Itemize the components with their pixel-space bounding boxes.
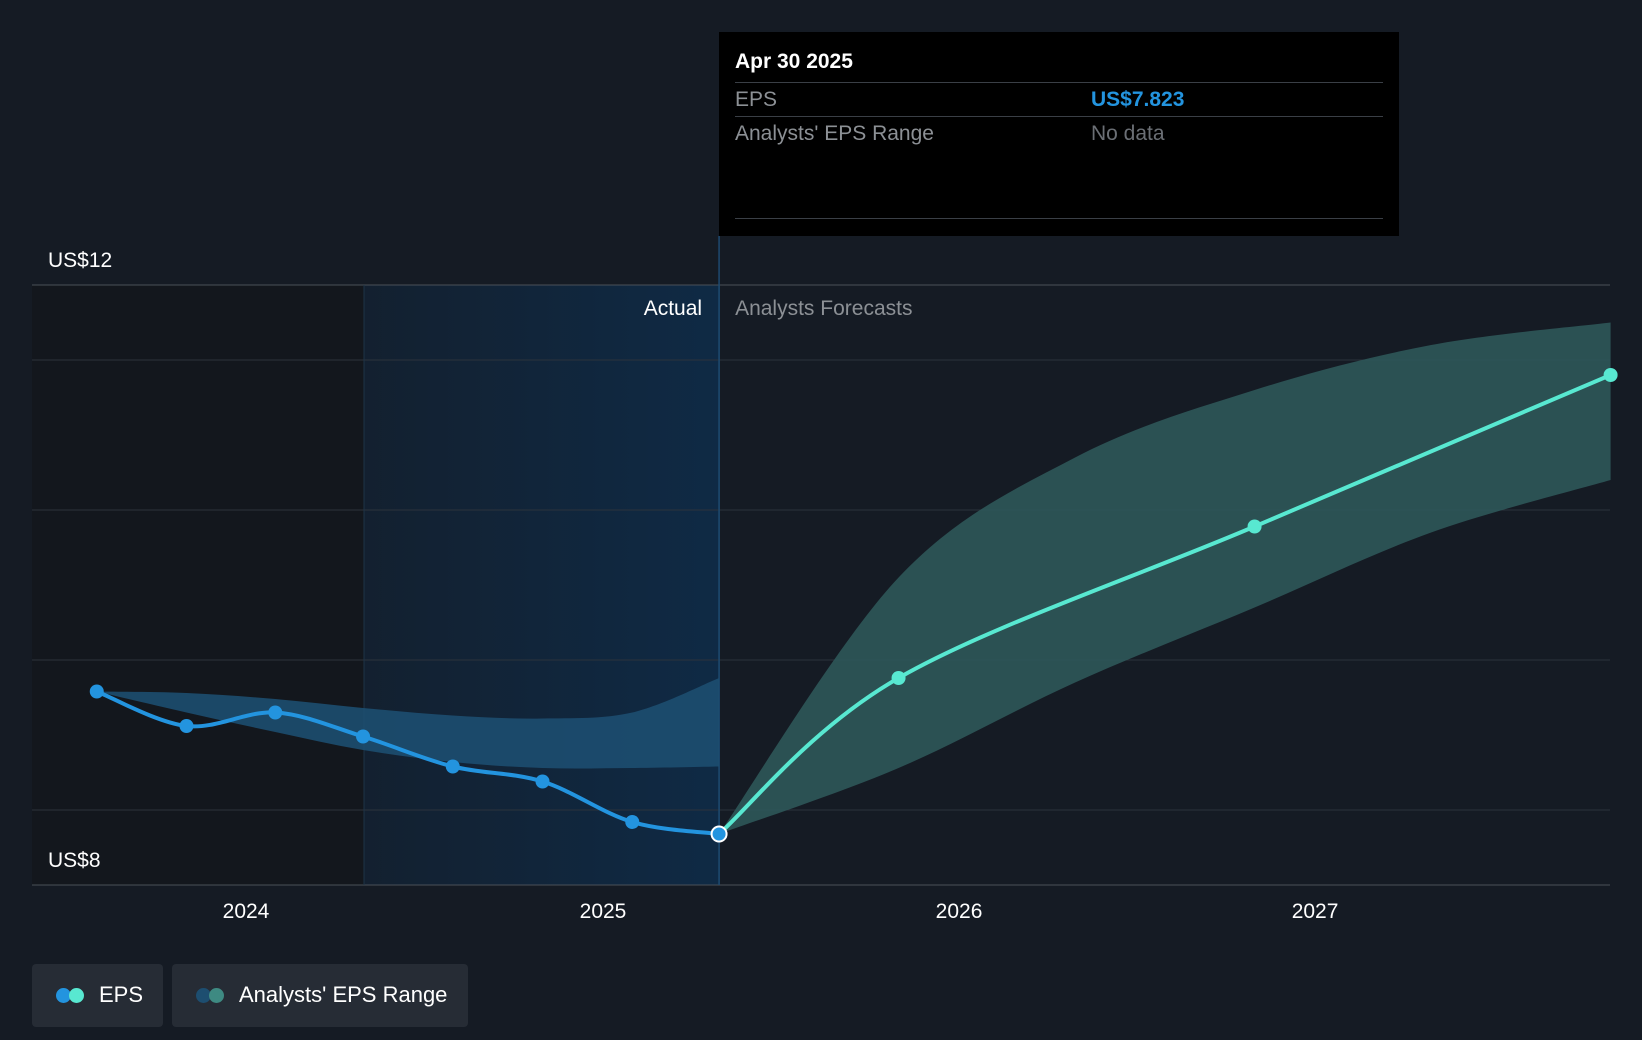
forecast-label: Analysts Forecasts xyxy=(735,297,912,320)
past-region xyxy=(32,285,364,885)
eps-point[interactable] xyxy=(268,705,283,720)
range-dot-icon xyxy=(196,988,211,1003)
tooltip-range-label: Analysts' EPS Range xyxy=(735,122,934,145)
eps-forecast-point[interactable] xyxy=(1247,519,1262,534)
tooltip-date: Apr 30 2025 xyxy=(735,50,853,73)
range-forecast-dot-icon xyxy=(209,988,224,1003)
tooltip: Apr 30 2025 EPS US$7.823 Analysts' EPS R… xyxy=(719,32,1399,236)
tooltip-range-row: Analysts' EPS Range No data xyxy=(735,116,1383,151)
tooltip-eps-label: EPS xyxy=(735,88,778,111)
x-tick-label: 2024 xyxy=(223,900,270,923)
eps-dot-icon xyxy=(56,988,71,1003)
actual-region xyxy=(364,285,720,885)
legend-range[interactable]: Analysts' EPS Range xyxy=(172,964,468,1027)
eps-hover-point[interactable] xyxy=(710,825,728,843)
eps-point[interactable] xyxy=(535,774,550,789)
x-tick-label: 2025 xyxy=(580,900,627,923)
y-tick-label-top: US$12 xyxy=(48,249,112,272)
tooltip-eps-value: US$7.823 xyxy=(1091,88,1185,111)
eps-actual-line xyxy=(94,689,722,836)
eps-point[interactable] xyxy=(625,815,640,829)
eps-forecast-line xyxy=(717,373,1613,836)
actual-label: Actual xyxy=(644,297,702,320)
x-tick-label: 2026 xyxy=(936,900,983,923)
tooltip-range-value: No data xyxy=(1091,122,1165,145)
eps-forecast-point[interactable] xyxy=(891,671,906,685)
eps-forecast-dot-icon xyxy=(69,988,84,1003)
eps-point[interactable] xyxy=(445,759,460,774)
legend-eps[interactable]: EPS xyxy=(32,964,163,1027)
forecast-range-band xyxy=(719,322,1611,834)
eps-point[interactable] xyxy=(356,729,371,744)
legend-eps-label: EPS xyxy=(99,982,144,1007)
eps-forecast-point[interactable] xyxy=(1603,368,1618,382)
actual-range-band xyxy=(96,678,720,769)
x-tick-label: 2027 xyxy=(1292,900,1339,923)
eps-point[interactable] xyxy=(179,719,194,733)
legend-range-label: Analysts' EPS Range xyxy=(239,982,448,1007)
y-tick-label-bottom: US$8 xyxy=(48,849,101,872)
tooltip-divider xyxy=(735,218,1383,219)
tooltip-eps-row: EPS US$7.823 xyxy=(735,82,1383,117)
eps-point[interactable] xyxy=(89,684,104,699)
